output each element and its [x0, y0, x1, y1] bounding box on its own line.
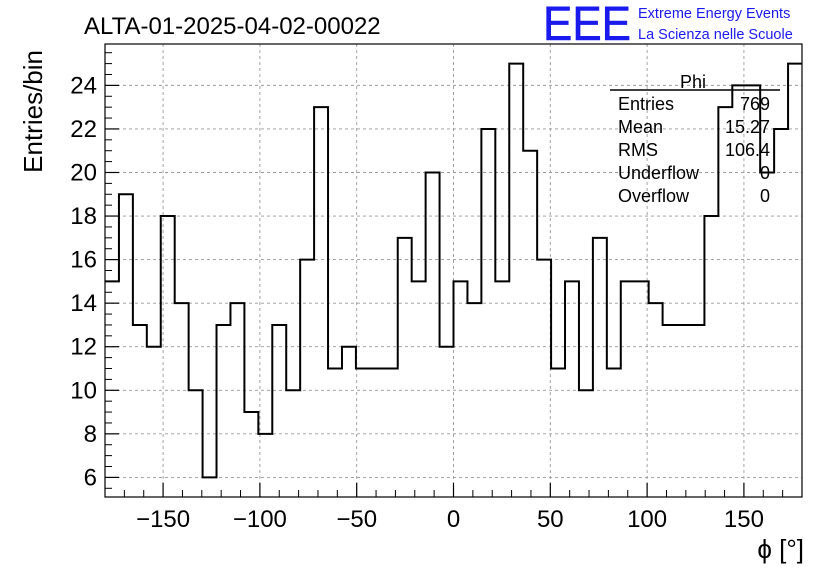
- stats-row-label: Overflow: [618, 186, 690, 206]
- eee-logo-line1: Extreme Energy Events: [638, 6, 790, 22]
- grid-lines: [105, 44, 802, 497]
- y-tick-label: 22: [70, 116, 97, 143]
- stats-box: Phi Entries 769 Mean 15.27 RMS 106.4 Underflow…: [610, 72, 780, 206]
- eee-logo-mark: EEE: [543, 0, 631, 51]
- stats-box-title: Phi: [680, 72, 706, 92]
- eee-logo-line2: La Scienza nelle Scuole: [638, 27, 793, 43]
- x-tick-label: 100: [627, 506, 667, 533]
- y-tick-label: 6: [84, 464, 97, 491]
- y-tick-label: 18: [70, 203, 97, 230]
- histogram-series: [105, 62, 802, 479]
- axis-ticks: −150 −100 −50 0 50 100 150 6 8 10 12 14 16 18 20 22 24: [70, 52, 803, 533]
- y-tick-label: 12: [70, 334, 97, 361]
- x-tick-label: −100: [233, 506, 287, 533]
- stats-row-value: 0: [760, 163, 770, 183]
- stats-row-label: Mean: [618, 117, 663, 137]
- stats-row-value: 769: [740, 94, 770, 114]
- stats-row-label: RMS: [618, 140, 658, 160]
- stats-row-label: Underflow: [618, 163, 700, 183]
- y-tick-label: 24: [70, 72, 97, 99]
- x-tick-label: 150: [724, 506, 764, 533]
- y-tick-label: 10: [70, 377, 97, 404]
- x-tick-label: −50: [336, 506, 377, 533]
- x-axis-label: ϕ [°]: [757, 534, 804, 564]
- eee-logo: EEE Extreme Energy Events La Scienza nel…: [543, 0, 793, 51]
- y-tick-label: 8: [84, 421, 97, 448]
- x-tick-label: −150: [136, 506, 190, 533]
- y-tick-label: 14: [70, 290, 97, 317]
- stats-row-label: Entries: [618, 94, 674, 114]
- y-axis-label: Entries/bin: [18, 50, 48, 173]
- x-tick-label: 0: [447, 506, 460, 533]
- stats-row-value: 0: [760, 186, 770, 206]
- stats-row-value: 106.4: [725, 140, 770, 160]
- chart-title: ALTA-01-2025-04-02-00022: [84, 13, 381, 40]
- x-tick-label: 50: [537, 506, 564, 533]
- stats-row-value: 15.27: [725, 117, 770, 137]
- histogram-outline: [105, 62, 802, 479]
- y-tick-label: 20: [70, 159, 97, 186]
- y-tick-label: 16: [70, 247, 97, 274]
